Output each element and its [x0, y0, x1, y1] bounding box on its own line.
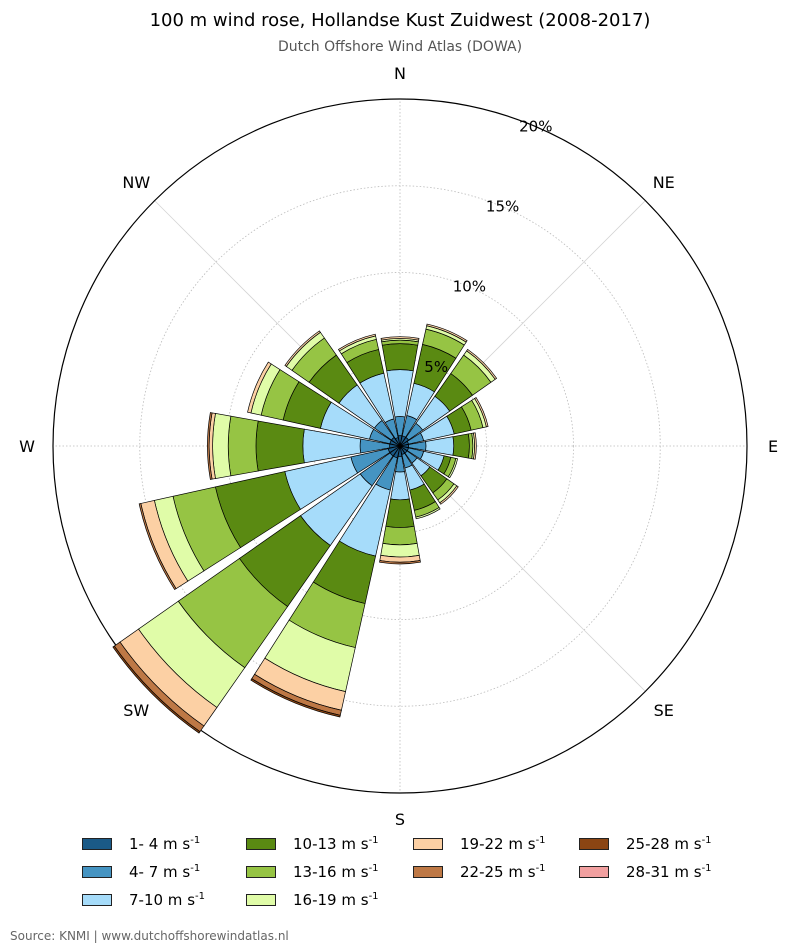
- sector-8: [399, 445, 441, 520]
- wind-rose-bars: [112, 323, 498, 734]
- radial-gridline: [312, 358, 488, 534]
- legend-label: 4- 7 m s-1: [129, 863, 201, 881]
- outer-boundary: [52, 98, 748, 794]
- bar-segment: [415, 506, 441, 520]
- sector-12: [138, 445, 401, 591]
- bar-segment: [138, 503, 177, 591]
- bar-segment: [466, 348, 498, 380]
- legend-label: 28-31 m s-1: [626, 863, 712, 881]
- bar-segment: [380, 336, 420, 341]
- bar-segment: [247, 361, 272, 414]
- sector-10: [250, 445, 401, 718]
- direction-label: NE: [653, 173, 675, 192]
- bar-segment: [207, 412, 213, 480]
- sector-13: [207, 412, 401, 480]
- legend-label: 19-22 m s-1: [460, 835, 546, 853]
- bar-segment: [382, 525, 418, 546]
- bar-segment: [474, 397, 489, 428]
- sector-1: [380, 336, 420, 447]
- bar-segment: [447, 457, 459, 479]
- legend-label: 13-16 m s-1: [293, 863, 379, 881]
- direction-label: E: [768, 437, 778, 456]
- legend-label: 22-25 m s-1: [460, 863, 546, 881]
- polar-grid: [52, 98, 748, 794]
- bar-segment: [381, 343, 419, 372]
- sector-16: [337, 333, 401, 447]
- direction-label: S: [395, 810, 405, 829]
- sector-9: [379, 445, 421, 565]
- legend-label: 10-13 m s-1: [293, 835, 379, 853]
- legend-swatch: [82, 838, 112, 850]
- bar-segment: [250, 678, 341, 718]
- legend-swatch: [246, 866, 276, 878]
- legend-label: 1- 4 m s-1: [129, 835, 201, 853]
- legend-swatch: [246, 894, 276, 906]
- legend-swatch: [579, 866, 609, 878]
- legend-label: 16-19 m s-1: [293, 891, 379, 909]
- bar-segment: [284, 330, 321, 367]
- sector-7: [399, 445, 459, 505]
- legend-swatch: [246, 838, 276, 850]
- axis-labels: 5% 10% 15% 20% N NE E SE S SW W NW: [19, 64, 778, 829]
- bar-segment: [380, 542, 420, 558]
- bar-segment: [473, 432, 477, 460]
- radial-tick-label: 5%: [424, 358, 448, 376]
- radial-gridline: [226, 272, 574, 620]
- legend-swatch: [579, 838, 609, 850]
- chart-subtitle: Dutch Offshore Wind Atlas (DOWA): [277, 39, 523, 55]
- bar-segment: [112, 645, 201, 734]
- sector-4: [399, 397, 489, 447]
- bar-segment: [227, 415, 259, 477]
- sector-3: [399, 348, 498, 447]
- radial-tick-label: 15%: [486, 198, 519, 216]
- bar-segment: [439, 485, 459, 505]
- direction-label: NW: [122, 173, 150, 192]
- legend-label: 7-10 m s-1: [129, 891, 205, 909]
- bar-segment: [426, 323, 468, 343]
- chart-title: 100 m wind rose, Hollandse Kust Zuidwest…: [149, 10, 651, 31]
- bar-segment: [337, 333, 377, 352]
- sector-5: [399, 432, 477, 460]
- sector-2: [399, 323, 468, 447]
- legend-label: 25-28 m s-1: [626, 835, 712, 853]
- sector-15: [284, 330, 401, 447]
- bar-segment: [385, 498, 415, 528]
- sector-14: [247, 361, 401, 447]
- legend-swatch: [413, 838, 443, 850]
- direction-label: SE: [654, 701, 674, 720]
- legend-swatch: [413, 866, 443, 878]
- radial-tick-label: 10%: [453, 278, 486, 296]
- source-note: Source: KNMI | www.dutchoffshorewindatla…: [10, 929, 289, 943]
- sector-6: [399, 445, 459, 479]
- bar-segment: [255, 420, 305, 472]
- legend-swatch: [82, 866, 112, 878]
- legend-swatch: [82, 894, 112, 906]
- sector-11: [112, 445, 401, 734]
- bar-segment: [452, 433, 470, 459]
- bar-segment: [379, 560, 421, 565]
- direction-label: N: [394, 64, 406, 83]
- direction-label: W: [19, 437, 35, 456]
- radial-tick-label: 20%: [519, 117, 552, 135]
- bar-segment: [212, 413, 232, 479]
- direction-label: SW: [123, 701, 149, 720]
